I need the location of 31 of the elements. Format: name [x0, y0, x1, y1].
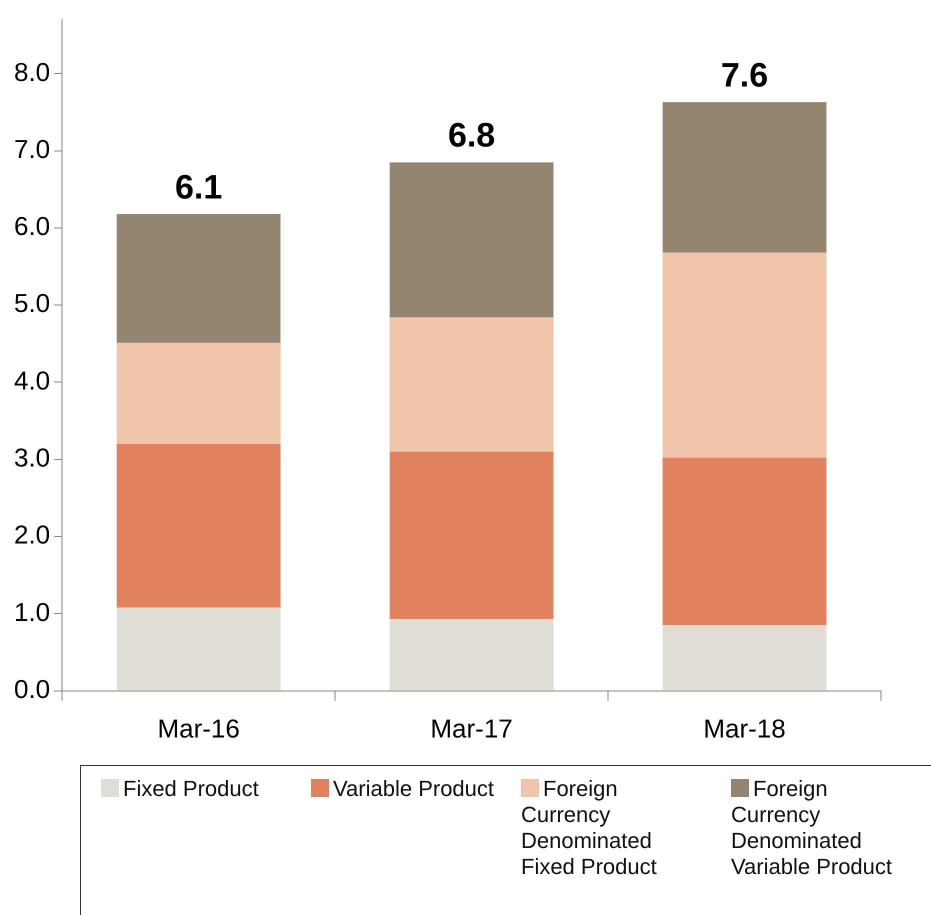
y-tick-label: 0.0 — [14, 674, 50, 704]
y-tick-label: 4.0 — [14, 365, 50, 396]
bar — [390, 619, 554, 690]
y-tick-label: 2.0 — [14, 520, 50, 550]
legend-label: Variable Product — [332, 775, 496, 803]
bar — [116, 444, 281, 608]
y-tick-label: 6.0 — [14, 211, 50, 242]
bar — [390, 162, 554, 318]
x-tick-label: Mar-18 — [703, 714, 786, 744]
total-label: 6.1 — [174, 168, 222, 206]
bar — [116, 214, 281, 343]
y-tick-label: 5.0 — [14, 288, 50, 318]
legend-label: Foreign Currency Denominated Variable Product — [730, 775, 894, 881]
y-tick-label: 7.0 — [14, 134, 50, 164]
bar — [662, 458, 826, 626]
bar — [116, 607, 281, 690]
x-tick-label: Mar-16 — [157, 714, 240, 744]
bar — [662, 252, 826, 458]
bar — [662, 102, 826, 253]
legend-label: Fixed Product — [122, 775, 260, 803]
bar — [390, 317, 554, 452]
total-label: 6.8 — [448, 116, 496, 155]
bar — [390, 452, 554, 620]
bar — [662, 625, 826, 690]
y-tick-label: 8.0 — [14, 56, 50, 87]
x-tick-label: Mar-17 — [430, 714, 513, 744]
bar — [116, 342, 281, 444]
total-label: 7.6 — [720, 56, 768, 95]
y-tick-label: 1.0 — [14, 596, 50, 627]
y-tick-label: 3.0 — [14, 442, 50, 473]
legend-label: Foreign Currency Denominated Fixed Product — [520, 775, 658, 881]
